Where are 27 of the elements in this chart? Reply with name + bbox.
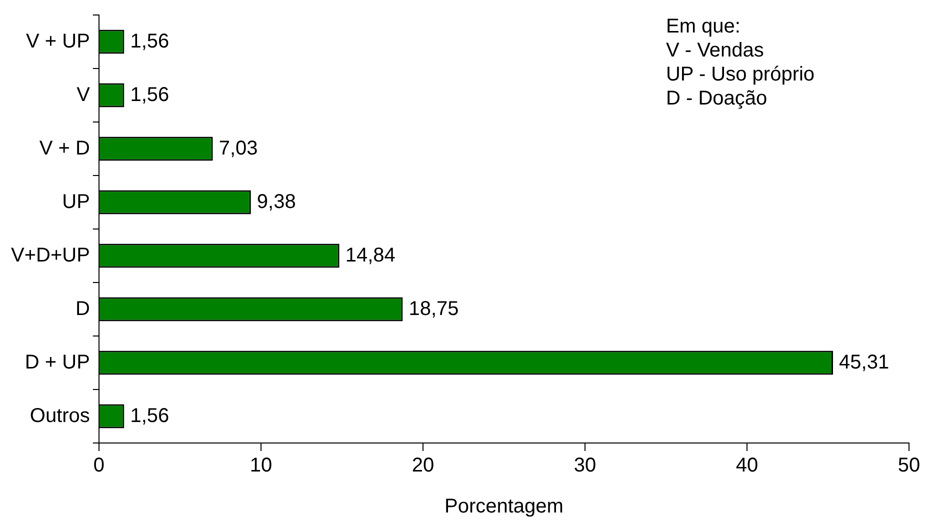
data-label: 1,56 [130, 84, 170, 106]
y-tick-label: V + D [39, 137, 90, 160]
data-label: 14,84 [345, 244, 396, 266]
x-tick-label: 30 [574, 454, 596, 477]
x-tick-label: 20 [412, 454, 434, 477]
data-label: 45,31 [839, 351, 890, 374]
y-tick-label: D [75, 298, 90, 320]
data-label: 18,75 [408, 298, 459, 320]
annotation: D - Doação [666, 88, 768, 110]
y-tick-label: Outros [30, 404, 90, 427]
annotation: UP - Uso próprio [666, 64, 815, 86]
data-label: 7,03 [218, 137, 258, 160]
x-axis-title: Porcentagem [444, 496, 564, 518]
data-label: 1,56 [130, 30, 170, 52]
y-tick-label: V+D+UP [10, 244, 90, 266]
y-tick-label: V + UP [26, 30, 90, 52]
annotation: V - Vendas [666, 40, 764, 62]
y-tick-label: D + UP [24, 351, 90, 374]
x-tick-label: 50 [898, 454, 920, 477]
data-label: 9,38 [256, 190, 296, 213]
y-tick-label: V [76, 84, 91, 106]
data-label: 1,56 [130, 404, 170, 427]
x-tick-label: 40 [736, 454, 758, 477]
x-tick-label: 10 [250, 454, 272, 477]
x-tick-label: 0 [93, 454, 104, 477]
annotation: Em que: [666, 16, 740, 38]
y-tick-label: UP [62, 190, 90, 213]
